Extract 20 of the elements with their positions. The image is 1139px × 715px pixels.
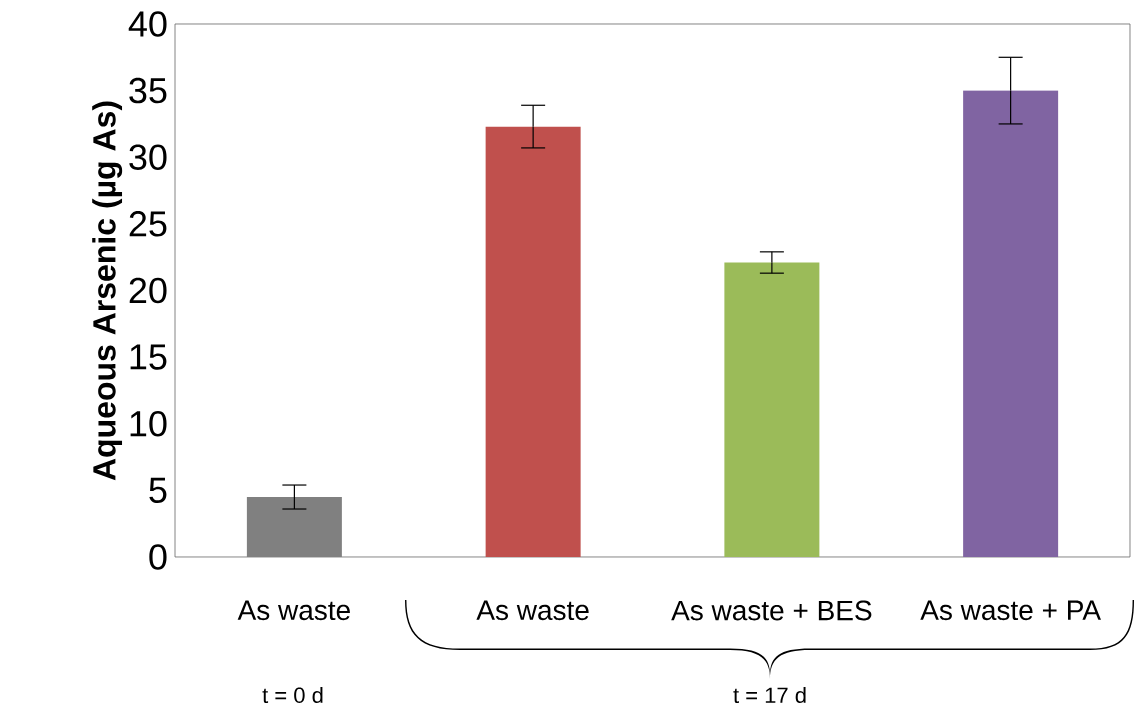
y-tick-label: 5 [149,477,167,503]
y-tick-label: 0 [149,544,167,570]
x-tick-label: As waste [237,600,350,621]
y-tick-label: 40 [128,11,167,37]
y-tick-label: 20 [129,277,167,304]
y-axis-title: Aqueous Arsenic (µg As) [92,101,123,481]
y-tick-label: 15 [130,344,167,370]
text: t = 17 d [733,686,806,704]
x-tick-label: As waste + BES [671,600,872,621]
bar [724,262,820,557]
x-tick-label: As waste + PA [920,600,1101,621]
x-tick-label: As waste [476,600,589,621]
text: t = 0 d [262,686,323,704]
y-tick-label: 30 [129,144,167,170]
bar [963,90,1059,557]
bar [485,126,581,557]
y-tick-label: 25 [129,211,167,237]
y-tick-label: 35 [129,77,167,104]
y-tick-label: 10 [130,410,167,437]
bar [246,497,342,557]
